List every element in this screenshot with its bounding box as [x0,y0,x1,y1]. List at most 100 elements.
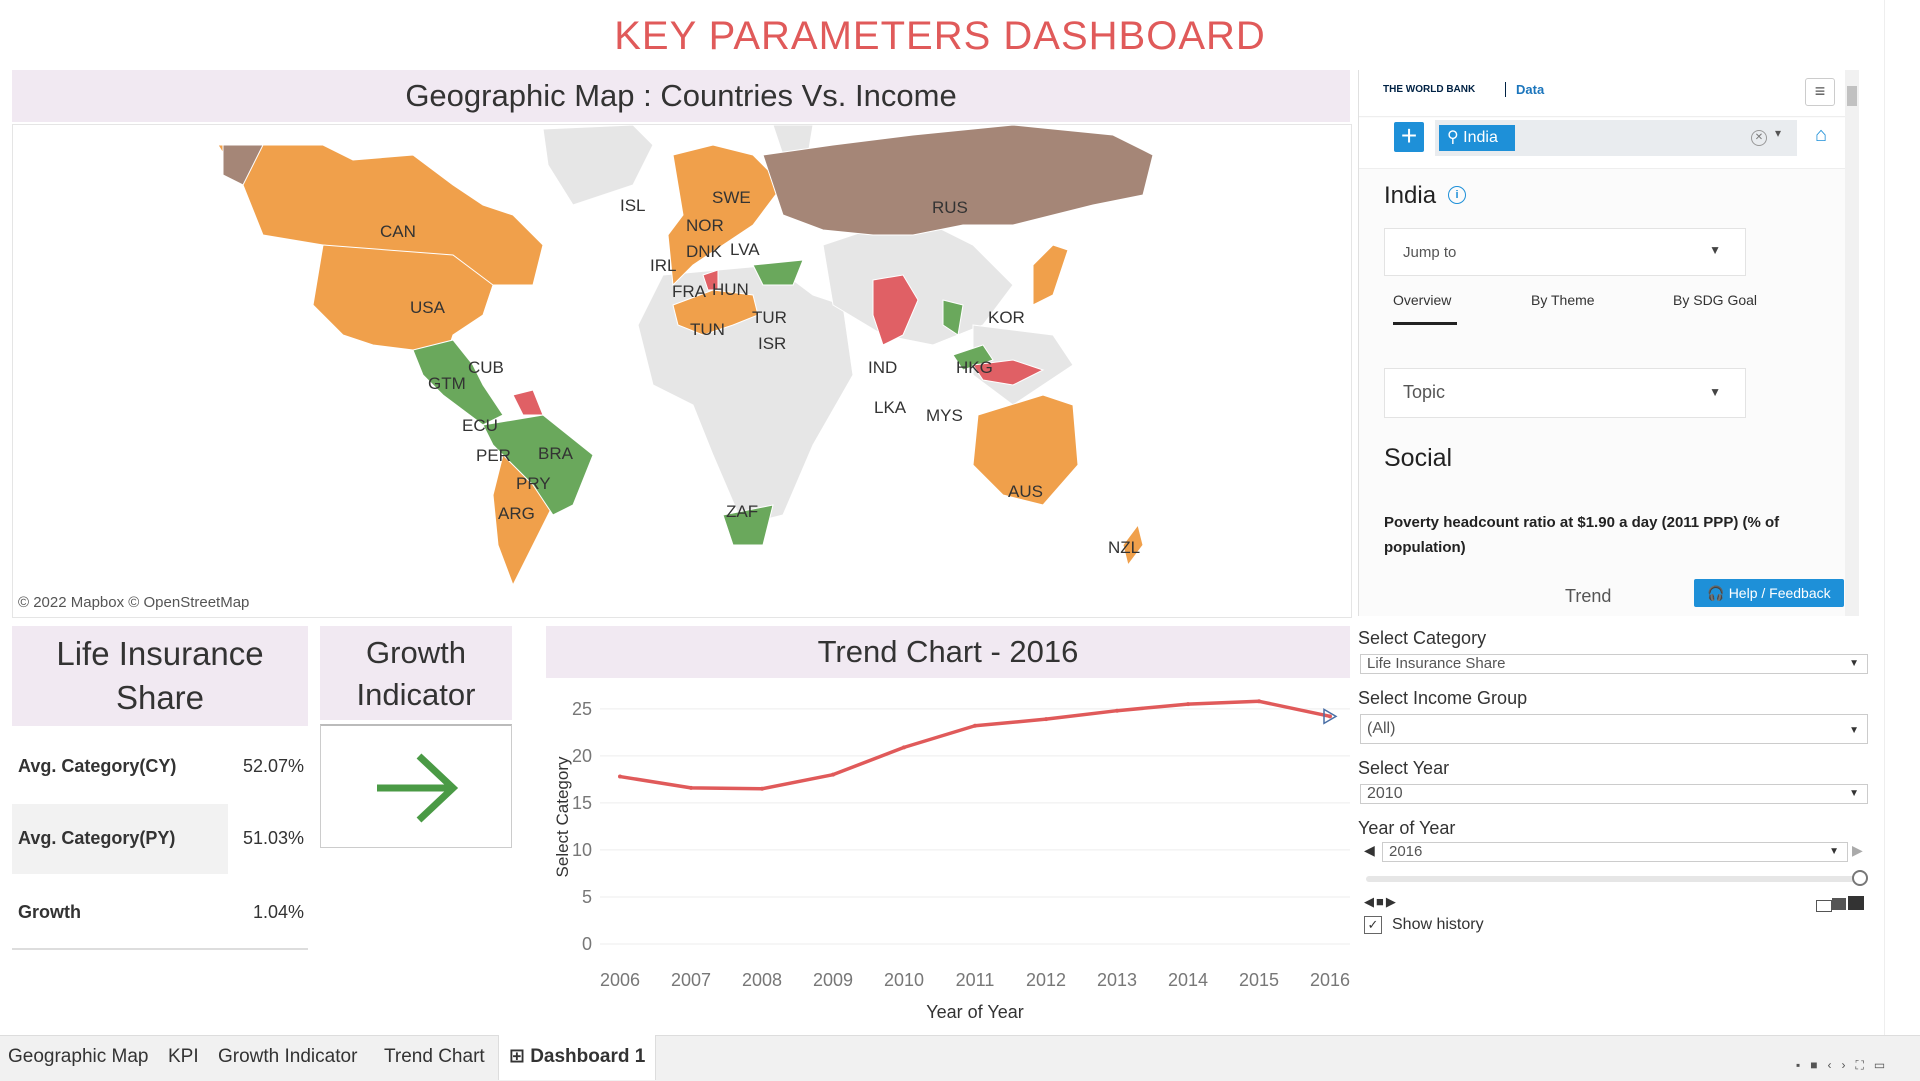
map-label-nor: NOR [686,216,724,235]
map-label-fra: FRA [672,282,706,301]
series-line[interactable] [619,699,1331,791]
map-label-zaf: ZAF [726,502,759,521]
tab-overview[interactable]: Overview [1393,292,1452,308]
speed-icon[interactable] [1816,896,1864,912]
home-icon[interactable]: ⌂ [1815,124,1828,146]
info-icon[interactable]: i [1448,186,1466,204]
help-feedback-label: Help / Feedback [1728,585,1831,601]
map-label-usa: USA [410,298,445,317]
tab-geographic-map[interactable]: Geographic Map [8,1046,149,1067]
add-icon[interactable]: + [1394,122,1424,152]
map-label-ecu: ECU [462,416,498,435]
data-point[interactable] [1186,702,1190,707]
yoy-select[interactable]: 2016 ▼ [1382,842,1848,862]
map-label-aus: AUS [1008,482,1043,501]
kpi-header: Life Insurance Share [12,626,308,726]
income-value: (All) [1367,720,1396,737]
year-select[interactable]: 2010 ▼ [1360,784,1868,804]
kpi-label: Growth [18,902,81,922]
y-tick-label: 20 [572,746,592,766]
growth-header: Growth Indicator [320,626,512,720]
show-history-checkbox[interactable]: ✓ [1364,916,1382,934]
map-label-lka: LKA [874,398,907,417]
year-value: 2010 [1367,785,1403,802]
kpi-value: 52.07% [242,756,304,776]
data-point[interactable] [902,745,906,750]
indicator-title: Poverty headcount ratio at $1.90 a day (… [1384,514,1780,556]
y-tick-label: 5 [582,887,592,907]
x-tick-label: 2016 [1310,970,1350,990]
page-scrollbar[interactable] [1884,0,1920,1035]
prev-icon[interactable]: ◀ [1364,842,1375,858]
data-point[interactable] [1328,714,1332,719]
map-label-ind: IND [868,358,898,377]
income-select[interactable]: (All) ▼ [1360,714,1868,744]
map-header: Geographic Map : Countries Vs. Income [12,70,1350,122]
chevron-down-icon: ▼ [1849,658,1859,669]
row-highlight [12,804,228,874]
chevron-down-icon[interactable]: ▾ [1775,126,1782,140]
data-point[interactable] [973,723,977,728]
map-label-kor: KOR [988,308,1025,327]
map-label-swe: SWE [712,188,751,207]
data-point[interactable] [760,786,764,791]
income-label: Select Income Group [1358,688,1528,708]
y-axis-title: Select Category [553,756,572,877]
nav-controls[interactable]: ▪■‹›⛶▭ [1796,1058,1896,1072]
tab-by-sdg-goal[interactable]: By SDG Goal [1673,292,1758,308]
map-label-lva: LVA [730,240,760,259]
trend-chart[interactable]: 0 5 10 15 20 25 2006 2007 2008 2009 2010 2011 2012 20… [546,680,1350,1022]
dashboard-title: KEY PARAMETERS DASHBOARD [614,14,1266,58]
tab-trend-chart[interactable]: Trend Chart [384,1046,485,1067]
map-label-nzl: NZL [1108,538,1141,557]
trend-chart-svg[interactable]: 0 5 10 15 20 25 2006 2007 2008 2009 2010 2011 2012 20… [546,680,1350,1022]
slider-handle[interactable] [1852,870,1868,886]
map-label-gtm: GTM [428,374,466,393]
y-tick-label: 25 [572,699,592,719]
playback-controls[interactable]: ◀■▶ [1364,894,1398,909]
next-icon[interactable]: ▶ [1852,842,1863,858]
x-tick-label: 2014 [1168,970,1208,990]
kpi-label: Avg. Category(PY) [18,828,176,848]
worldbank-panel[interactable]: THE WORLD BANK Data ≡ + ⚲ India ✕ ▾ ⌂ In… [1358,70,1859,616]
worldbank-logo[interactable]: THE WORLD BANK [1383,84,1476,95]
x-tick-label: 2006 [600,970,640,990]
map-svg[interactable] [13,125,1351,617]
kpi-label: Avg. Category(CY) [18,756,177,776]
tab-kpi[interactable]: KPI [168,1046,199,1067]
help-feedback-button[interactable]: 🎧 Help / Feedback [1694,579,1844,607]
chevron-down-icon: ▼ [1709,385,1721,399]
category-select[interactable]: Life Insurance Share ▼ [1360,654,1868,674]
country-chip-label: India [1463,129,1498,146]
active-tab-underline [1393,322,1457,325]
data-point[interactable] [1044,717,1048,722]
hamburger-menu-icon[interactable]: ≡ [1805,78,1835,106]
topic-select[interactable]: Topic ▼ [1384,368,1746,418]
world-map[interactable] [12,124,1352,618]
tab-growth-indicator[interactable]: Growth Indicator [218,1046,358,1067]
y-tick-label: 0 [582,934,592,954]
tab-by-theme[interactable]: By Theme [1531,292,1595,308]
map-label-tun: TUN [690,320,725,339]
scrollbar[interactable] [1845,70,1859,616]
map-label-bra: BRA [538,444,573,463]
kpi-value: 1.04% [252,902,304,922]
map-label-isr: ISR [758,334,787,353]
data-point[interactable] [1257,699,1261,704]
y-tick-label: 15 [572,793,592,813]
scrollbar-thumb[interactable] [1847,86,1857,106]
topic-label: Topic [1403,382,1446,402]
data-point[interactable] [689,785,693,790]
country-chip[interactable]: ⚲ India [1439,125,1515,151]
x-axis-title: Year of Year [926,1002,1023,1020]
data-point[interactable] [831,772,835,777]
jump-to-select[interactable]: Jump to ▼ [1384,228,1746,276]
clear-icon[interactable]: ✕ [1751,130,1767,146]
map-credit: © 2022 Mapbox © OpenStreetMap [18,594,250,611]
map-label-arg: ARG [498,504,535,523]
year-slider[interactable] [1366,876,1862,882]
data-point[interactable] [618,774,622,779]
data-point[interactable] [1115,708,1119,713]
tab-dashboard-1[interactable]: ⊞ Dashboard 1 [498,1035,657,1080]
worldbank-data-link[interactable]: Data [1505,82,1544,97]
